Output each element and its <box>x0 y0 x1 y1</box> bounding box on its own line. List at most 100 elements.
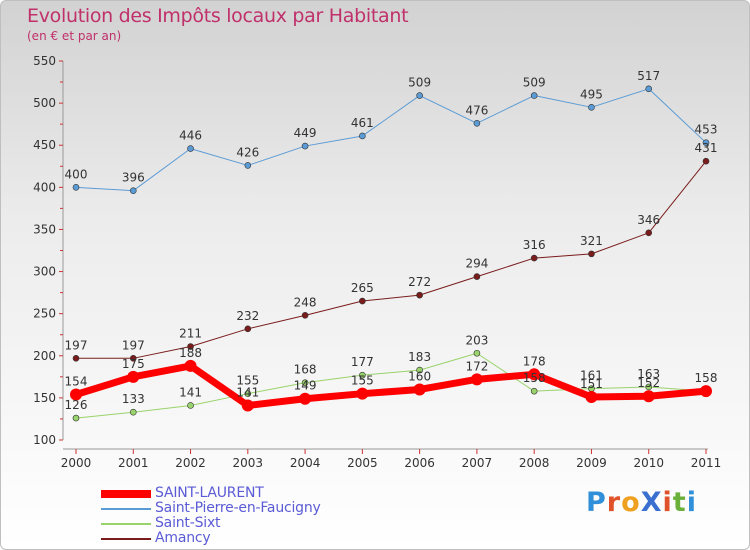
data-label: 183 <box>408 350 431 364</box>
data-point <box>244 325 252 333</box>
data-label: 294 <box>465 257 488 271</box>
data-label: 154 <box>65 375 88 389</box>
data-label: 321 <box>580 234 603 248</box>
series-line <box>75 352 707 419</box>
data-point <box>642 390 655 403</box>
x-tick-label: 2002 <box>175 456 206 470</box>
y-tick-label: 450 <box>33 138 56 152</box>
data-point <box>702 139 710 146</box>
data-point <box>585 391 598 404</box>
data-point <box>129 408 137 416</box>
data-point <box>72 355 80 362</box>
data-point <box>127 370 140 383</box>
data-point <box>301 142 309 150</box>
data-point <box>645 229 653 237</box>
data-label: 155 <box>236 374 259 388</box>
data-point <box>72 414 80 422</box>
data-point <box>241 399 254 412</box>
data-label: 396 <box>122 171 145 185</box>
y-tick-label: 550 <box>33 54 56 68</box>
data-point <box>187 145 194 152</box>
data-label: 175 <box>122 357 145 371</box>
series-saint-pierre-en-faucigny <box>72 85 710 195</box>
series-layer <box>70 85 712 422</box>
x-tick-label: 2004 <box>290 456 321 470</box>
chart-title: Evolution des Impôts locaux par Habitant <box>27 5 409 27</box>
data-labels: 400 396 446 426 449 461 509 476 509 495 517 453 197 1… <box>65 69 718 412</box>
legend-swatch <box>101 523 151 525</box>
x-tick-label: 2008 <box>519 456 550 470</box>
y-tick-label: 500 <box>33 96 56 110</box>
data-label: 177 <box>351 355 374 369</box>
y-tick-label: 400 <box>33 180 56 194</box>
data-point <box>530 254 538 262</box>
data-point <box>645 85 653 93</box>
series-line <box>76 160 707 359</box>
data-point <box>473 349 481 357</box>
data-point <box>299 392 312 405</box>
data-label: 449 <box>294 126 317 140</box>
logo-letter: o <box>621 487 641 518</box>
y-tick-label: 250 <box>33 307 56 321</box>
data-label: 461 <box>351 116 374 130</box>
legend-label: Amancy <box>155 530 211 546</box>
data-point <box>70 388 82 401</box>
data-label: 272 <box>408 275 431 289</box>
data-label: 400 <box>65 167 88 181</box>
data-label: 161 <box>580 369 603 383</box>
data-label: 203 <box>465 333 488 347</box>
data-point <box>700 385 712 398</box>
logo-letter: X <box>640 487 663 518</box>
data-point <box>187 343 194 350</box>
legend-label: Saint-Pierre-en-Faucigny <box>155 500 321 516</box>
x-tick-label: 2007 <box>462 456 493 470</box>
data-point <box>301 312 309 319</box>
logo-letter: t <box>672 487 687 518</box>
data-label: 346 <box>637 213 660 227</box>
data-point <box>184 359 197 372</box>
x-tick-label: 2001 <box>118 456 149 470</box>
data-label: 426 <box>236 145 259 159</box>
data-point <box>645 383 653 391</box>
logo-letter: P <box>586 487 607 518</box>
data-point <box>244 162 252 169</box>
data-point <box>470 373 483 386</box>
series-line <box>74 362 707 409</box>
y-tick-label: 300 <box>33 265 56 279</box>
data-label: 509 <box>523 76 546 90</box>
data-point <box>588 104 595 111</box>
logo-letter: i <box>662 487 673 518</box>
data-label: 172 <box>465 359 488 373</box>
data-label: 158 <box>695 371 718 385</box>
data-label: 517 <box>637 69 660 83</box>
data-label: 446 <box>179 129 202 143</box>
series-saint-laurent <box>70 359 712 412</box>
data-label: 495 <box>580 87 603 101</box>
data-label: 188 <box>179 346 202 360</box>
data-label: 197 <box>122 338 145 352</box>
data-label: 141 <box>236 385 259 399</box>
data-point <box>129 355 137 362</box>
data-label: 453 <box>695 123 718 137</box>
data-point <box>416 92 423 99</box>
data-label: 126 <box>65 398 88 412</box>
y-tick-label: 150 <box>33 391 56 405</box>
data-label: 211 <box>179 327 202 341</box>
data-point <box>473 120 481 127</box>
legend-swatch <box>101 538 151 540</box>
data-point <box>187 402 194 409</box>
proxiti-logo: ProXiti <box>586 487 697 518</box>
data-point <box>301 379 309 387</box>
data-point <box>588 250 595 258</box>
chart-subtitle: (en € et par an) <box>27 29 122 43</box>
data-label: 151 <box>580 377 603 391</box>
data-point <box>702 157 710 165</box>
data-label: 232 <box>236 309 259 323</box>
data-label: 509 <box>408 76 431 90</box>
data-point <box>356 387 369 400</box>
logo-letter: r <box>606 487 622 518</box>
legend-swatch <box>101 508 151 510</box>
data-point <box>528 368 541 381</box>
x-tick-label: 2005 <box>347 456 378 470</box>
data-label: 152 <box>637 376 660 390</box>
